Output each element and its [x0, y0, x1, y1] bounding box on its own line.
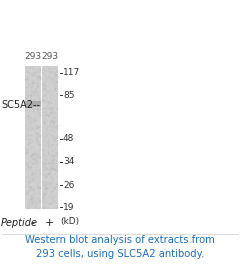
Bar	[42, 66, 58, 209]
Text: 26: 26	[63, 181, 74, 190]
Text: +: +	[45, 218, 54, 228]
Text: Western blot analysis of extracts from
293 cells, using SLC5A2 antibody.: Western blot analysis of extracts from 2…	[25, 235, 215, 259]
Text: 117: 117	[63, 68, 80, 77]
Text: 85: 85	[63, 90, 74, 100]
Text: SC5A2--: SC5A2--	[1, 100, 40, 110]
Bar	[25, 101, 41, 107]
Bar	[25, 66, 41, 209]
Text: 34: 34	[63, 157, 74, 167]
Text: 19: 19	[63, 203, 74, 212]
Text: -: -	[31, 218, 35, 228]
Text: (kD): (kD)	[60, 217, 80, 227]
Text: Peptide: Peptide	[1, 218, 38, 228]
Text: 293: 293	[41, 52, 58, 61]
Text: 48: 48	[63, 134, 74, 143]
Text: 293: 293	[24, 52, 42, 61]
